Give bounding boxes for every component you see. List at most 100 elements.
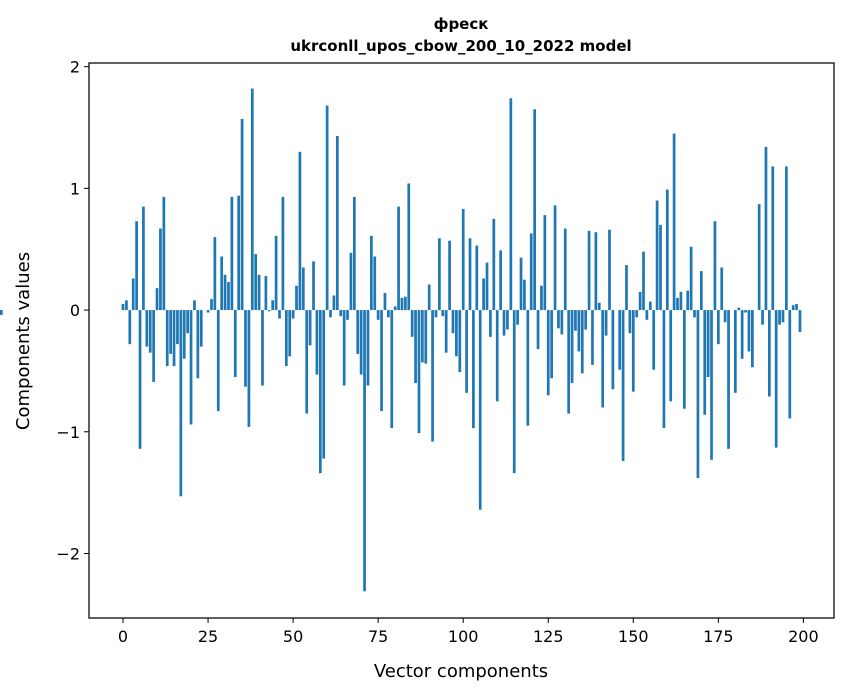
bar [138, 310, 142, 449]
bar [485, 262, 489, 311]
bar [546, 310, 550, 396]
bar [553, 205, 557, 311]
bar [533, 109, 536, 311]
bar [611, 310, 615, 390]
bar [247, 310, 251, 427]
bar [482, 278, 485, 311]
bar [499, 250, 502, 311]
bar [441, 310, 445, 317]
bar [404, 296, 407, 311]
bar [652, 310, 656, 370]
bar [444, 310, 448, 353]
bar [199, 310, 203, 347]
bar [672, 133, 676, 311]
bar [727, 310, 730, 449]
bar [417, 310, 421, 433]
bar [387, 310, 390, 318]
bar [421, 310, 424, 363]
bar [359, 310, 363, 375]
bar [458, 310, 462, 373]
bar [261, 310, 264, 386]
y-tick-label: −2 [56, 544, 80, 563]
bar [798, 310, 802, 332]
bar [631, 310, 635, 392]
bar [543, 215, 547, 311]
bar [757, 204, 761, 311]
bar [768, 310, 771, 397]
bar [461, 209, 465, 311]
bar [135, 221, 138, 311]
bar [407, 183, 411, 311]
bar [366, 310, 370, 386]
bar [125, 300, 128, 311]
bar [383, 293, 387, 311]
bar [152, 310, 155, 382]
bar [193, 300, 196, 311]
bar [148, 310, 152, 353]
bar [468, 238, 472, 311]
bar [628, 310, 632, 334]
bar [342, 310, 346, 386]
x-tick-label: 150 [618, 627, 649, 646]
bar [618, 310, 622, 370]
bar [774, 310, 778, 448]
y-axis-label: Components values [13, 252, 34, 430]
bar [315, 310, 319, 375]
bar [635, 310, 639, 318]
bar [492, 218, 496, 311]
bar [512, 310, 516, 474]
bar [716, 310, 720, 345]
chart-title-line2: ukrconll_upos_cbow_200_10_2022 model [290, 37, 631, 55]
bar [165, 310, 169, 367]
bar [747, 310, 751, 352]
bar [169, 310, 172, 354]
x-tick-label: 175 [703, 627, 734, 646]
bar [781, 310, 785, 323]
bar [472, 310, 475, 429]
bar [410, 310, 414, 337]
bar [230, 196, 234, 311]
bar [523, 279, 526, 311]
bar [655, 200, 659, 311]
bar [696, 310, 700, 479]
bar [288, 310, 292, 357]
bar [356, 310, 360, 354]
bar [706, 310, 710, 378]
bar [172, 310, 176, 367]
bar [257, 274, 261, 311]
bar [591, 310, 594, 365]
x-tick-label: 75 [368, 627, 388, 646]
bar [560, 310, 564, 335]
bar [162, 196, 166, 311]
bar [723, 310, 727, 323]
bar [271, 300, 275, 311]
bar [526, 310, 530, 426]
bar [679, 291, 683, 311]
bar [506, 310, 509, 330]
bar [434, 310, 438, 318]
x-tick-label: 0 [118, 627, 128, 646]
bar [489, 310, 492, 337]
y-tick-label: 2 [70, 58, 80, 77]
bar [519, 257, 523, 311]
bar [540, 285, 543, 311]
bar [699, 271, 703, 311]
bar [318, 310, 322, 474]
bar [733, 310, 737, 393]
bar [665, 189, 669, 311]
bar [689, 246, 693, 311]
bar [740, 310, 744, 359]
bar [597, 302, 601, 311]
bar [278, 310, 281, 319]
bar [240, 118, 244, 311]
x-tick-label: 200 [788, 627, 819, 646]
bar [451, 310, 455, 334]
bar [281, 196, 285, 311]
bar [764, 146, 768, 311]
bar [720, 267, 724, 311]
bar [594, 232, 598, 311]
bar [335, 136, 339, 311]
bar [682, 310, 686, 409]
bar [264, 275, 268, 311]
